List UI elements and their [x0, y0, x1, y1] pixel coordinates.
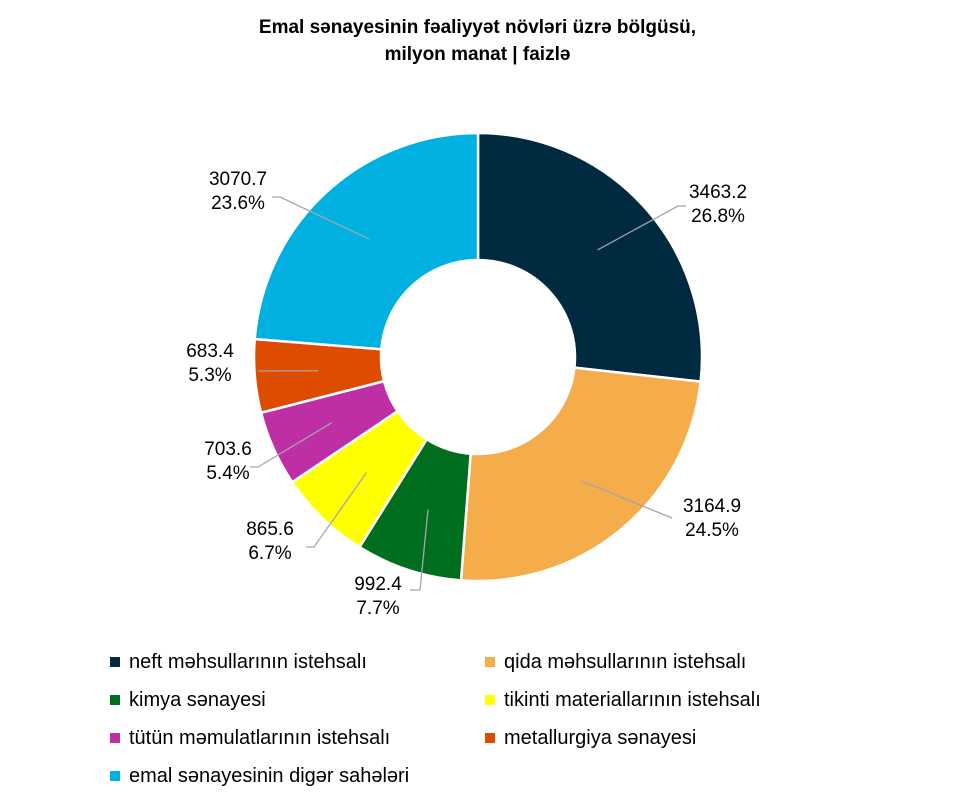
data-label-percent-tikinti-materiallarnn-istehsal: 6.7% [248, 543, 291, 564]
legend-swatch [485, 657, 495, 667]
legend-swatch [485, 695, 495, 705]
data-label-percent-metallurgiya-snayesi: 5.3% [188, 365, 231, 386]
legend-label: emal sənayesinin digər sahələri [129, 764, 410, 787]
data-label-percent-neft-mhsullarnn-istehsal: 26.8% [691, 206, 745, 227]
legend-item-tikinti-materiallarnn-istehsal: tikinti materiallarının istehsalı [485, 684, 761, 716]
data-label-value-tutun-mmulatlarnn-istehsal: 703.6 [204, 439, 252, 460]
legend-item-qida-mhsullarnn-istehsal: qida məhsullarının istehsalı [485, 646, 746, 678]
data-label-value-emal-snayesinin-digr-sahlri: 3070.7 [209, 169, 267, 190]
data-label-value-tikinti-materiallarnn-istehsal: 865.6 [246, 519, 294, 540]
legend-label: neft məhsullarının istehsalı [129, 650, 367, 673]
legend-label: tütün məmulatlarının istehsalı [129, 726, 391, 749]
leader-line-kimya-snayesi [410, 509, 429, 591]
legend-swatch [485, 733, 495, 743]
chart-title-line-1: Emal sənayesinin fəaliyyət növləri üzrə … [258, 17, 697, 38]
data-label-value-neft-mhsullarnn-istehsal: 3463.2 [689, 182, 747, 203]
chart-title: Emal sənayesinin fəaliyyət növləri üzrə … [0, 14, 955, 68]
legend-item-emal-snayesinin-digr-sahlri: emal sənayesinin digər sahələri [110, 760, 409, 792]
legend-swatch [110, 695, 120, 705]
leader-line-tutun-mmulatlarnn-istehsal [250, 422, 332, 468]
legend-item-kimya-snayesi: kimya sənayesi [110, 684, 266, 716]
data-label-value-metallurgiya-snayesi: 683.4 [186, 341, 234, 362]
legend-label: qida məhsullarının istehsalı [504, 650, 747, 673]
leader-line-tikinti-materiallarnn-istehsal [306, 472, 368, 548]
data-label-percent-tutun-mmulatlarnn-istehsal: 5.4% [206, 463, 249, 484]
data-label-value-kimya-snayesi: 992.4 [354, 574, 402, 595]
legend-item-tutun-mmulatlarnn-istehsal: tütün məmulatlarının istehsalı [110, 722, 390, 754]
legend-item-neft-mhsullarnn-istehsal: neft məhsullarının istehsalı [110, 646, 367, 678]
slice-emal-snayesinin-digr-sahlri [253, 131, 480, 351]
slice-neft-mhsullarnn-istehsal [476, 131, 704, 384]
legend-swatch [110, 771, 120, 781]
legend-label: tikinti materiallarının istehsalı [504, 688, 761, 711]
data-label-value-qida-mhsullarnn-istehsal: 3164.9 [683, 496, 741, 517]
data-label-percent-kimya-snayesi: 7.7% [356, 598, 399, 619]
leader-line-qida-mhsullarnn-istehsal [580, 479, 673, 519]
leader-line-emal-snayesinin-digr-sahlri [272, 196, 370, 240]
legend-label: kimya sənayesi [129, 688, 266, 711]
slice-qida-mhsullarnn-istehsal [459, 366, 703, 583]
data-label-percent-qida-mhsullarnn-istehsal: 24.5% [685, 520, 739, 541]
data-label-percent-emal-snayesinin-digr-sahlri: 23.6% [211, 193, 265, 214]
legend-item-metallurgiya-snayesi: metallurgiya sənayesi [485, 722, 696, 754]
legend-swatch [110, 657, 120, 667]
legend-swatch [110, 733, 120, 743]
leader-line-neft-mhsullarnn-istehsal [597, 205, 686, 251]
legend-label: metallurgiya sənayesi [504, 726, 697, 749]
chart-subtitle: milyon manat | faizlə [384, 44, 571, 65]
